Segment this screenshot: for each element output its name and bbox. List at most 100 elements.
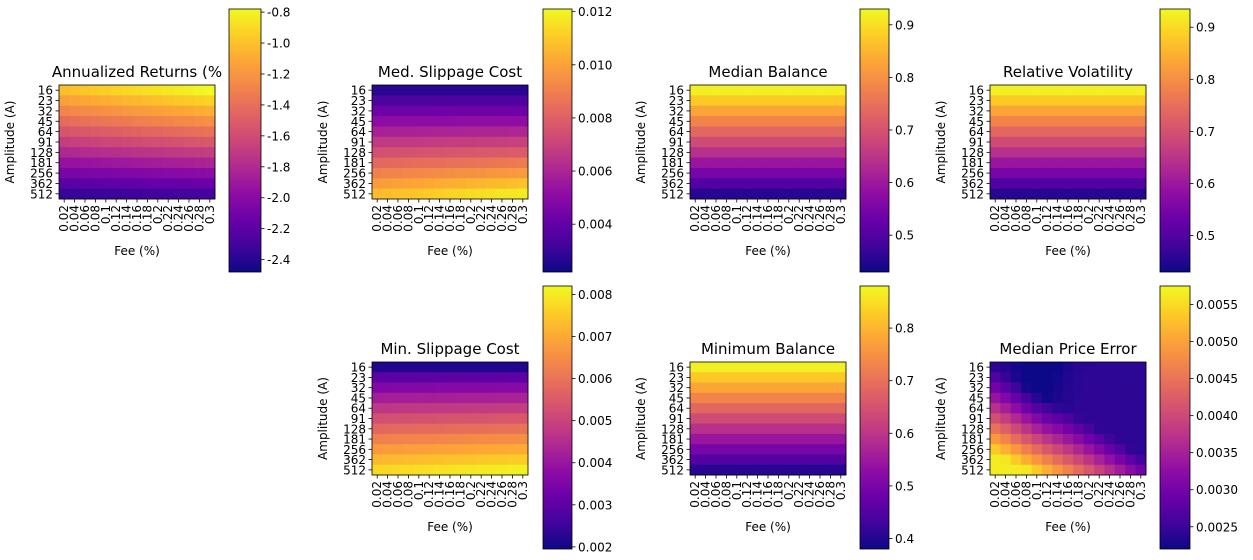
heatmap-cell bbox=[1104, 85, 1116, 96]
heatmap-cell bbox=[444, 147, 456, 158]
heatmap-cell bbox=[1135, 126, 1147, 138]
heatmap-cell bbox=[700, 157, 712, 169]
heatmap-cell bbox=[1062, 423, 1074, 435]
colorbar-tick-label: -2.2 bbox=[267, 222, 290, 236]
heatmap-cell bbox=[382, 95, 394, 107]
heatmap-cell bbox=[424, 433, 435, 445]
colorbar-tick-label: 0.8 bbox=[895, 322, 914, 336]
heatmap-cell bbox=[131, 147, 143, 158]
x-axis-label: Fee (%) bbox=[1045, 244, 1091, 258]
colorbar-tick-label: 0.0050 bbox=[1196, 335, 1238, 349]
heatmap-cell bbox=[486, 136, 498, 148]
heatmap-cell bbox=[690, 126, 701, 138]
heatmap-cell bbox=[100, 136, 112, 148]
heatmap-cell bbox=[700, 382, 712, 394]
heatmap-cell bbox=[392, 95, 404, 107]
heatmap-cell bbox=[804, 188, 816, 200]
heatmap-cell bbox=[507, 362, 518, 373]
heatmap-cell bbox=[1052, 167, 1064, 179]
heatmap-cell bbox=[194, 105, 205, 117]
heatmap-cell bbox=[444, 382, 456, 394]
heatmap-cell bbox=[762, 157, 774, 169]
heatmap-cell bbox=[1052, 413, 1064, 425]
x-tick-label: 0.18 bbox=[771, 205, 785, 232]
heatmap-cell bbox=[142, 105, 153, 117]
y-tick-label: 362 bbox=[30, 177, 53, 191]
heatmap-cell bbox=[752, 382, 764, 394]
heatmap-cell bbox=[690, 178, 701, 190]
heatmap-cell bbox=[1021, 454, 1032, 466]
heatmap-cell bbox=[465, 126, 477, 138]
heatmap-cell bbox=[1010, 167, 1022, 179]
heatmap-cell bbox=[752, 464, 764, 476]
heatmap-cell bbox=[100, 126, 112, 138]
y-tick-label: 16 bbox=[969, 84, 984, 98]
heatmap-cell bbox=[1052, 382, 1064, 394]
x-axis-label: Fee (%) bbox=[745, 520, 791, 534]
heatmap-cell bbox=[392, 105, 404, 117]
heatmap-cell bbox=[79, 147, 91, 158]
heatmap-cell bbox=[1042, 454, 1053, 466]
heatmap-cell bbox=[1042, 95, 1053, 107]
heatmap-cell bbox=[413, 392, 425, 404]
heatmap-cell bbox=[731, 464, 743, 476]
heatmap-cell bbox=[507, 167, 518, 179]
y-tick-label: 23 bbox=[351, 94, 366, 108]
heatmap-cell bbox=[69, 116, 81, 127]
heatmap-cell bbox=[100, 147, 112, 158]
heatmap-cell bbox=[990, 423, 1001, 435]
heatmap-cell bbox=[403, 116, 414, 127]
heatmap-cell bbox=[1031, 136, 1043, 148]
heatmap-cell bbox=[1073, 157, 1084, 169]
heatmap-cell bbox=[1073, 147, 1084, 158]
heatmap-cell bbox=[783, 157, 795, 169]
heatmap-cell bbox=[455, 362, 466, 373]
heatmap-cell bbox=[434, 362, 446, 373]
y-tick-label: 32 bbox=[669, 104, 684, 118]
heatmap-cell bbox=[1135, 454, 1147, 466]
x-tick-label: 0.08 bbox=[1019, 481, 1033, 508]
x-tick-label: 0.22 bbox=[792, 205, 806, 232]
heatmap-cell bbox=[814, 382, 826, 394]
heatmap-cell bbox=[424, 157, 435, 169]
x-tick-label: 0.3 bbox=[516, 481, 530, 500]
heatmap-cell bbox=[434, 423, 446, 435]
heatmap-cell bbox=[752, 105, 764, 117]
heatmap-cell bbox=[90, 147, 101, 158]
heatmap-cell bbox=[142, 188, 153, 200]
heatmap-cell bbox=[835, 464, 847, 476]
heatmap-cell bbox=[1042, 126, 1053, 138]
heatmap-cell bbox=[131, 167, 143, 179]
heatmap-cell bbox=[783, 167, 795, 179]
heatmap-cell bbox=[794, 392, 805, 404]
heatmap-cell bbox=[455, 464, 466, 476]
x-tick-label: 0.22 bbox=[792, 481, 806, 508]
heatmap-cell bbox=[496, 116, 508, 127]
chart-title: Relative Volatility bbox=[1003, 63, 1133, 81]
heatmap-cell bbox=[731, 382, 743, 394]
heatmap-cell bbox=[1052, 403, 1064, 414]
y-tick-label: 23 bbox=[351, 371, 366, 385]
heatmap-cell bbox=[1021, 444, 1032, 455]
heatmap-cell bbox=[163, 188, 174, 200]
x-tick-label: 0.08 bbox=[1019, 205, 1033, 232]
y-axis-label: Amplitude (A) bbox=[634, 377, 648, 460]
heatmap-cell bbox=[476, 454, 487, 466]
heatmap-cell bbox=[79, 167, 91, 179]
heatmap-cell bbox=[517, 126, 529, 138]
heatmap-cell bbox=[486, 403, 498, 414]
heatmap-cell bbox=[152, 167, 164, 179]
y-tick-label: 512 bbox=[343, 463, 366, 477]
heatmap-cell bbox=[424, 372, 435, 383]
heatmap-cell bbox=[403, 444, 414, 455]
heatmap-cell bbox=[1021, 136, 1032, 148]
colorbar-tick-label: 0.5 bbox=[895, 229, 914, 243]
heatmap-cell bbox=[382, 362, 394, 373]
heatmap-cell bbox=[194, 85, 205, 96]
heatmap-cell bbox=[1125, 105, 1136, 117]
y-tick-label: 64 bbox=[351, 402, 366, 416]
heatmap-cell bbox=[762, 147, 774, 158]
heatmap-cell bbox=[710, 433, 722, 445]
heatmap-cell bbox=[721, 403, 732, 414]
heatmap-cell bbox=[455, 403, 466, 414]
